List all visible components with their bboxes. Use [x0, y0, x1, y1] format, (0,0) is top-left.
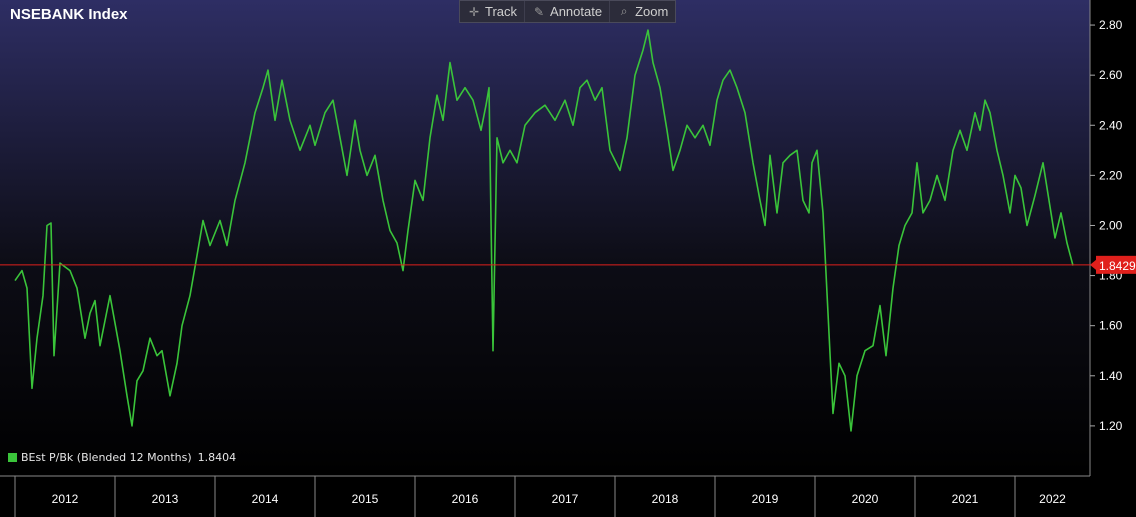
y-tick-label: 2.00	[1099, 218, 1123, 232]
plot-background	[0, 0, 1090, 476]
annotate-label: Annotate	[550, 4, 603, 19]
x-tick-label: 2013	[152, 492, 179, 506]
x-tick-label: 2019	[752, 492, 779, 506]
zoom-label: Zoom	[635, 4, 669, 19]
track-button[interactable]: ✛ Track	[460, 1, 526, 22]
legend-value: 1.8404	[197, 451, 237, 464]
reference-layer: 1.8429	[0, 255, 1136, 274]
series-layer	[14, 29, 1074, 432]
chart-title: NSEBANK Index	[10, 6, 128, 23]
magnifier-icon: ⌕	[620, 4, 628, 18]
x-tick-label: 2022	[1039, 492, 1066, 506]
reference-badge-pointer	[1090, 259, 1096, 270]
x-tick-label: 2020	[852, 492, 879, 506]
track-label: Track	[485, 4, 518, 19]
pencil-icon: ✎	[534, 4, 545, 19]
zoom-button[interactable]: ⌕ Zoom	[610, 1, 675, 22]
x-tick-label: 2021	[952, 492, 979, 506]
y-tick-label: 1.40	[1099, 369, 1123, 383]
y-tick-label: 2.60	[1099, 68, 1123, 82]
crosshair-icon: ✛	[468, 4, 480, 19]
annotate-button[interactable]: ✎ Annotate	[525, 1, 611, 22]
x-tick-label: 2012	[52, 492, 79, 506]
x-axis: 2012 2013 2014 2015 2016 2017 2018 2019 2020 2021…	[0, 475, 1090, 517]
series-line[interactable]	[14, 29, 1074, 432]
y-axis: 1.201.401.601.802.002.202.402.602.80	[1089, 0, 1123, 476]
y-tick-label: 1.60	[1099, 319, 1123, 333]
legend-label: BEst P/Bk (Blended 12 Months)	[21, 451, 192, 464]
y-tick-label: 1.20	[1099, 419, 1123, 433]
x-tick-label: 2015	[352, 492, 379, 506]
y-tick-label: 2.80	[1099, 18, 1123, 32]
x-tick-label: 2016	[452, 492, 479, 506]
chart-toolbar: ✛ Track ✎ Annotate ⌕ Zoom	[459, 0, 677, 23]
y-tick-label: 2.20	[1099, 168, 1123, 182]
reference-value-label: 1.8429	[1099, 259, 1136, 273]
x-tick-label: 2018	[652, 492, 679, 506]
legend[interactable]: BEst P/Bk (Blended 12 Months) 1.8404	[8, 451, 236, 464]
x-tick-label: 2017	[552, 492, 579, 506]
x-tick-label: 2014	[252, 492, 279, 506]
reference-value-badge	[1096, 255, 1136, 274]
y-tick-label: 2.40	[1099, 118, 1123, 132]
legend-swatch	[8, 453, 17, 462]
